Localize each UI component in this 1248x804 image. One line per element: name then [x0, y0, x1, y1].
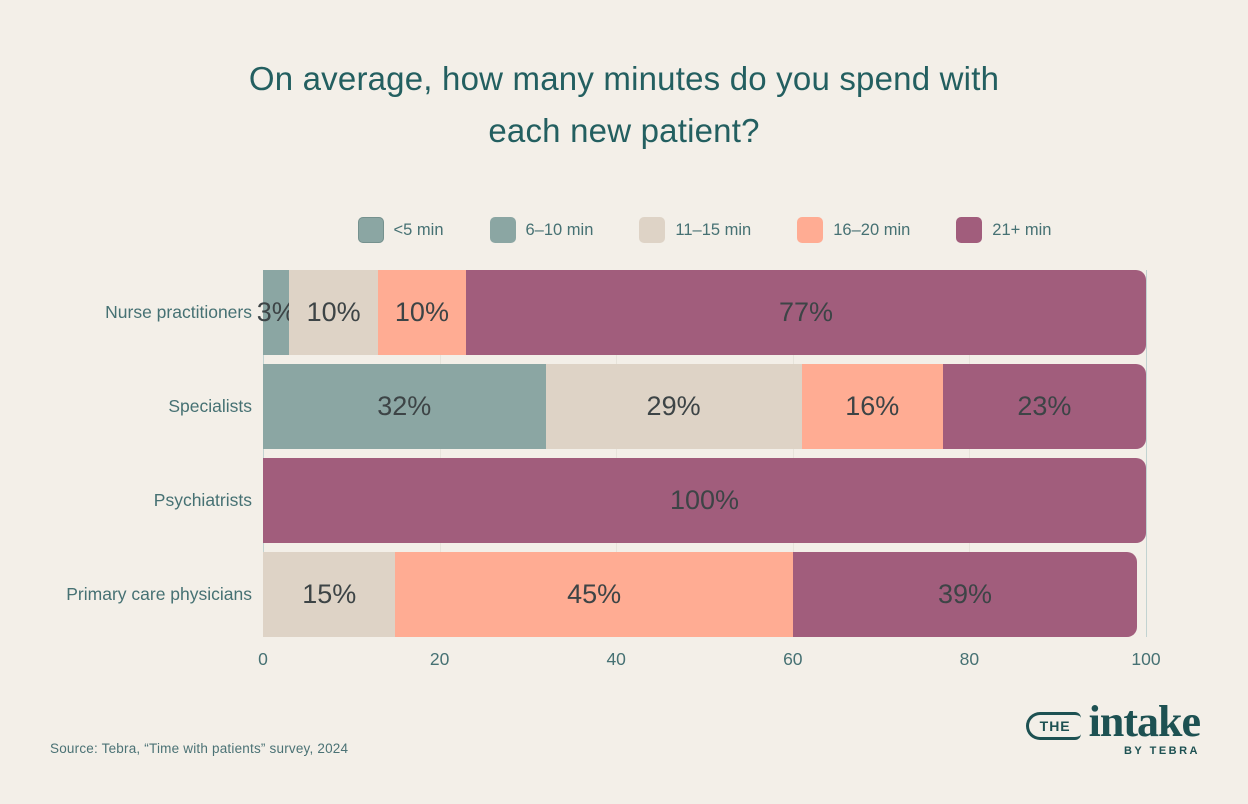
bar-segment: 10%	[377, 270, 467, 355]
bar-row: 3% 10% 10% 77%	[257, 270, 1146, 355]
legend-swatch-icon	[797, 217, 824, 243]
legend-swatch-icon	[639, 217, 666, 243]
bar-segment-value: 23%	[1017, 391, 1072, 421]
legend-swatch-icon	[489, 217, 516, 243]
y-axis-labels: Nurse practitioners Specialists Psychiatri…	[0, 270, 252, 646]
legend-item: 11–15 min	[639, 217, 751, 243]
bar-segment-value: 39%	[937, 579, 992, 609]
logo-wordmark: intake	[1088, 697, 1201, 746]
legend: <5 min 6–10 min 11–15 min 16–20 min 21+ min	[263, 217, 1146, 243]
bar-segment: 32%	[263, 364, 546, 449]
category-label: Nurse practitioners	[105, 302, 252, 322]
x-tick-label: 0	[258, 649, 268, 669]
gridline	[263, 270, 264, 637]
bar-row: 32% 29% 16% 23%	[263, 364, 1146, 449]
bar-segment-value: 29%	[646, 391, 701, 421]
bar-row: 15% 45% 39%	[263, 552, 1146, 637]
bar-segment-value: 16%	[845, 391, 900, 421]
bar-row: 100%	[263, 458, 1146, 543]
legend-item: 21+ min	[956, 217, 1051, 243]
legend-label: <5 min	[393, 220, 444, 239]
bar-segment-value: 10%	[394, 297, 449, 327]
category-label: Specialists	[168, 396, 252, 416]
x-tick-label: 20	[429, 649, 450, 669]
x-tick-label: 40	[606, 649, 626, 669]
bar-segment: 100%	[263, 458, 1146, 543]
bar-segment: 10%	[289, 270, 378, 355]
gridline	[1146, 270, 1147, 637]
bar-segment-value: 32%	[377, 391, 432, 421]
bar-segment: 16%	[801, 364, 943, 449]
bar-segment: 23%	[942, 364, 1146, 449]
bar-segment: 29%	[545, 364, 802, 449]
category-label: Primary care physicians	[66, 584, 252, 604]
legend-item: 16–20 min	[797, 217, 910, 243]
gridline	[616, 270, 618, 637]
bar-segment-value: 10%	[306, 297, 361, 327]
gridline	[792, 270, 794, 637]
x-tick-label: 80	[959, 649, 980, 669]
gridline	[439, 270, 441, 637]
bar-segment-value: 15%	[302, 579, 357, 609]
bars: 3% 10% 10% 77% 32% 29% 16% 23% 100% 15% 45% 39%	[257, 270, 1146, 637]
source-note: Source: Tebra, “Time with patients” surv…	[50, 741, 349, 756]
logo-the-badge: THE	[1025, 712, 1081, 740]
bar-segment: 3%	[257, 270, 296, 355]
chart-title-line2: each new patient?	[488, 112, 760, 149]
x-axis-ticks: 0 20 40 60 80 100	[258, 649, 1160, 675]
legend-label: 6–10 min	[525, 220, 594, 239]
bar-segment-value: 77%	[779, 297, 834, 327]
legend-label: 16–20 min	[833, 220, 911, 239]
logo-byline: BY TEBRA	[1123, 745, 1200, 757]
chart-title: On average, how many minutes do you spen…	[0, 53, 1248, 157]
legend-label: 21+ min	[992, 220, 1052, 239]
chart-title-line1: On average, how many minutes do you spen…	[248, 60, 1000, 97]
bar-segment-value: 3%	[256, 297, 296, 327]
legend-swatch-icon	[357, 217, 384, 243]
x-tick-label: 100	[1131, 649, 1161, 669]
legend-item: 6–10 min	[489, 217, 594, 243]
bar-segment-value: 45%	[567, 579, 622, 609]
bar-segment-value: 100%	[669, 485, 740, 515]
logo-row: THE intake	[1025, 697, 1201, 746]
bar-segment: 39%	[792, 552, 1138, 637]
bar-segment: 15%	[263, 552, 396, 637]
legend-swatch-icon	[956, 217, 983, 243]
legend-label: 11–15 min	[675, 220, 752, 239]
legend-item: <5 min	[357, 217, 444, 243]
bar-segment: 77%	[466, 270, 1146, 355]
x-tick-label: 60	[783, 649, 803, 669]
the-intake-logo: THE intake BY TEBRA	[1025, 697, 1201, 757]
category-label: Psychiatrists	[153, 490, 252, 510]
plot-area: 3% 10% 10% 77% 32% 29% 16% 23% 100% 15% 45% 39%	[257, 270, 1147, 637]
bar-segment: 45%	[395, 552, 793, 637]
gridline	[969, 270, 971, 637]
